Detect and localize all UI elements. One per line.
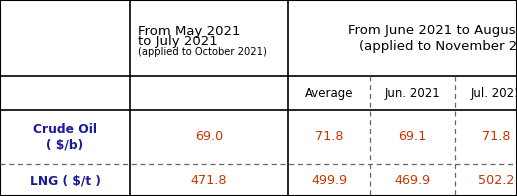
Text: 71.8: 71.8 — [315, 131, 343, 143]
Text: From May 2021: From May 2021 — [138, 24, 240, 37]
Text: 69.0: 69.0 — [195, 131, 223, 143]
Text: Crude Oil
( $/b): Crude Oil ( $/b) — [33, 123, 97, 151]
Text: 469.9: 469.9 — [394, 174, 431, 188]
Text: Average: Average — [305, 86, 353, 100]
Text: 71.8: 71.8 — [482, 131, 510, 143]
Text: (applied to October 2021): (applied to October 2021) — [138, 47, 267, 57]
Text: LNG ( $/t ): LNG ( $/t ) — [29, 174, 100, 188]
Text: 499.9: 499.9 — [311, 174, 347, 188]
Text: Jul. 2021: Jul. 2021 — [470, 86, 517, 100]
Text: From June 2021 to August 2021: From June 2021 to August 2021 — [348, 24, 517, 36]
Text: 502.2: 502.2 — [478, 174, 514, 188]
Text: 471.8: 471.8 — [191, 174, 227, 188]
Text: 69.1: 69.1 — [399, 131, 427, 143]
Text: to July 2021: to July 2021 — [138, 34, 218, 47]
Text: Jun. 2021: Jun. 2021 — [385, 86, 440, 100]
Text: (applied to November 2021): (applied to November 2021) — [359, 40, 517, 53]
